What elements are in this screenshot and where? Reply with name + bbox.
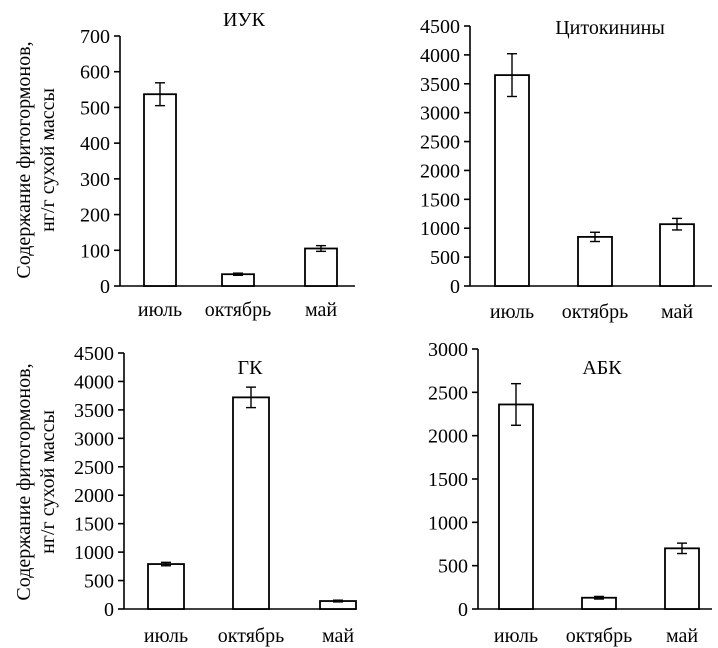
category-label: июль [144,625,188,647]
y-tick-label: 600 [80,62,110,84]
chart-title: Цитокинины [555,17,665,39]
chart-panel-4: АБК 0 500 1000 1500 2000 2500 3000 июль октябрь ма… [428,339,712,647]
y-tick-label: 500 [80,97,110,119]
chart-title: ИУК [223,9,266,31]
bar-июль [147,563,185,610]
y-tick-label: 0 [458,599,468,621]
category-label: июль [490,301,534,323]
y-axis-label-top-line1: Содержание фитогормонов, [13,41,35,278]
y-tick-label: 4000 [74,371,114,393]
bar-июль [494,74,530,287]
y-tick-label: 4500 [74,343,114,365]
y-tick-label: 700 [80,26,110,48]
y-tick-label: 1000 [420,218,460,240]
y-tick-label: 2000 [420,160,460,182]
category-label: июль [138,299,182,321]
category-label: октябрь [218,625,284,647]
y-tick-label: 500 [430,247,460,269]
y-tick-label: 0 [450,276,460,298]
y-tick-label: 3000 [420,103,460,125]
category-label: октябрь [562,301,628,323]
y-axis-label-top-line2: нг/г сухой массы [37,88,59,232]
y-tick-label: 3000 [428,339,468,361]
bar-июль [143,93,177,287]
y-tick-label: 200 [80,205,110,227]
y-axis-label-bottom-line2: нг/г сухой массы [37,410,59,554]
category-label: октябрь [205,299,271,321]
y-tick-label: 2000 [74,485,114,507]
y-tick-label: 4000 [420,45,460,67]
chart-panel-3: ГК 0 500 1000 1500 2000 2500 3000 3500 4000 4500 ию… [74,343,357,647]
y-tick-label: 3500 [74,400,114,422]
y-tick-label: 0 [104,599,114,621]
y-tick-label: 500 [84,571,114,593]
y-tick-label: 2500 [428,382,468,404]
y-tick-label: 4500 [420,16,460,38]
chart-panel-1: ИУК 0 100 200 300 400 500 600 700 июль октябрь май [80,9,355,321]
y-tick-label: 2500 [74,457,114,479]
bar-май [304,247,338,287]
y-tick-label: 300 [80,169,110,191]
y-tick-label: 100 [80,240,110,262]
category-label: май [666,625,698,647]
y-tick-label: 1500 [420,189,460,211]
chart-panel-2: Цитокинины 0 500 1000 1500 2000 2500 3000 3500 40… [420,16,712,323]
y-tick-label: 500 [438,556,468,578]
category-label: октябрь [566,625,632,647]
y-tick-label: 1500 [428,469,468,491]
bar-октябрь [577,235,613,287]
category-label: май [661,301,693,323]
bar-октябрь [232,396,270,610]
y-tick-label: 2000 [428,426,468,448]
bar-май [659,223,695,287]
chart-title: ГК [238,357,264,379]
category-label: май [305,299,337,321]
y-tick-label: 3000 [74,428,114,450]
category-label: май [322,625,354,647]
chart-title: АБК [582,357,622,379]
category-label: июль [494,625,538,647]
y-tick-label: 1000 [74,542,114,564]
y-tick-label: 1500 [74,514,114,536]
y-tick-label: 3500 [420,74,460,96]
y-axis-label-bottom-line1: Содержание фитогормонов, [13,363,35,600]
y-tick-label: 1000 [428,512,468,534]
y-tick-label: 400 [80,133,110,155]
bar-май [664,547,700,610]
y-tick-label: 0 [100,276,110,298]
y-tick-label: 2500 [420,132,460,154]
bar-июль [498,403,534,610]
